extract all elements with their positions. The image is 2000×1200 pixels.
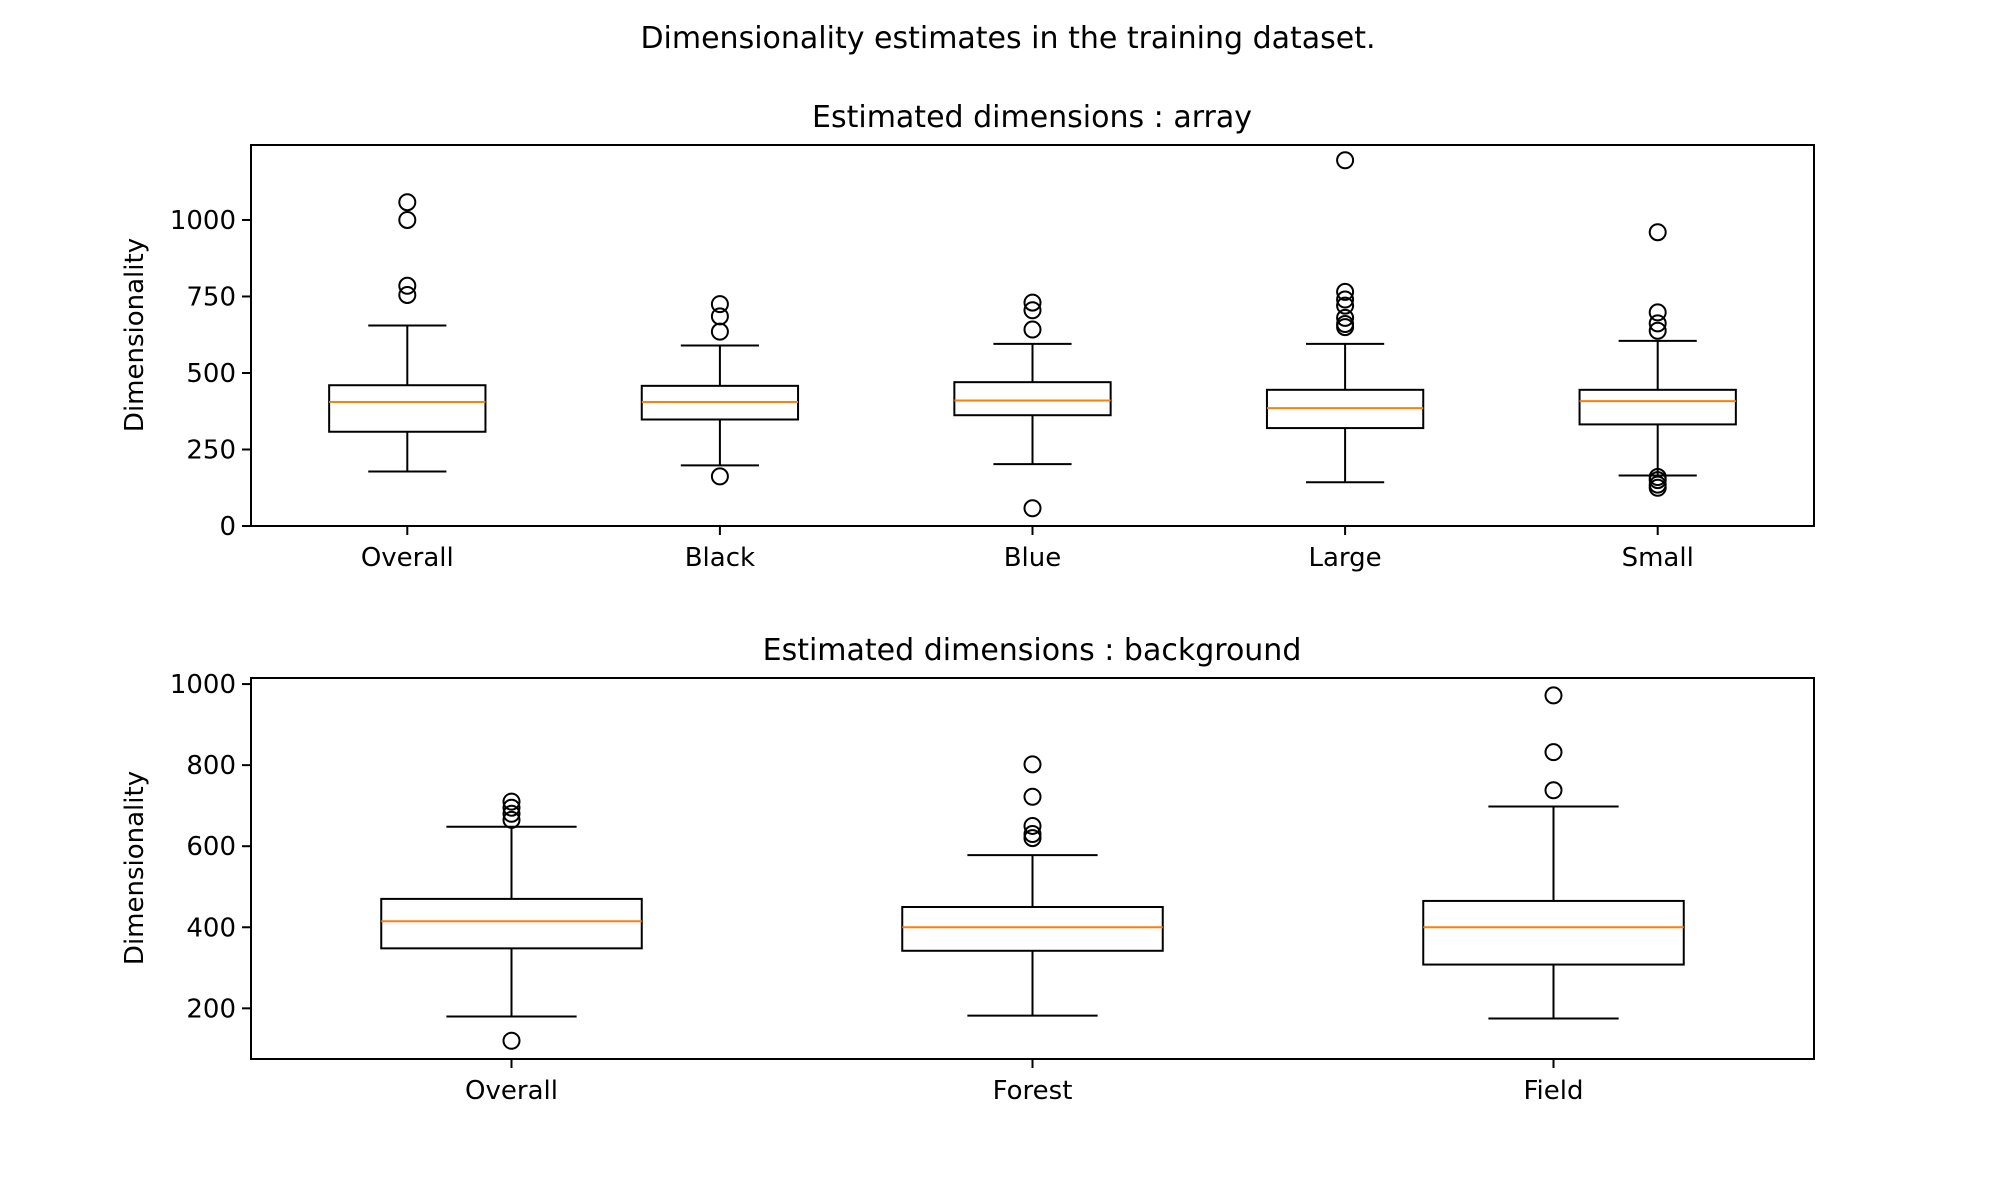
panel-background-x-ticks: Overall Forest Field	[465, 1059, 1584, 1106]
outlier-point	[1544, 743, 1563, 762]
panel-background-boxes	[380, 686, 1685, 1050]
panel-array-frame	[250, 144, 1815, 527]
outlier-point	[502, 1031, 521, 1050]
outlier-point	[1023, 320, 1042, 339]
outlier-point	[1544, 781, 1563, 800]
outlier-point	[1648, 475, 1667, 494]
iqr-box	[901, 906, 1164, 952]
box-blue	[953, 293, 1112, 518]
outlier-point	[1648, 321, 1667, 340]
panel-array: Estimated dimensions : array Dimensional…	[120, 100, 1815, 573]
outlier-point	[1336, 151, 1355, 170]
x-tick-label: Black	[685, 543, 755, 573]
outlier-point	[398, 210, 417, 229]
y-tick-label: 500	[186, 359, 236, 389]
y-tick-label: 800	[186, 751, 236, 781]
iqr-box	[953, 381, 1112, 417]
y-tick-label: 200	[186, 994, 236, 1024]
outlier-point	[1023, 293, 1042, 312]
x-tick-label: Overall	[465, 1076, 558, 1106]
outlier-point	[710, 295, 729, 314]
iqr-box	[1422, 899, 1685, 966]
box-large	[1265, 151, 1425, 484]
outlier-point	[1336, 296, 1355, 315]
outlier-point	[502, 798, 521, 817]
y-tick-label: 600	[186, 832, 236, 862]
panel-array-ylabel: Dimensionality	[120, 238, 150, 432]
outlier-point	[1336, 290, 1355, 309]
y-tick-label: 1000	[170, 206, 236, 236]
box-forest	[901, 755, 1164, 1017]
box-overall	[380, 792, 643, 1050]
outlier-point	[710, 322, 729, 341]
iqr-box	[1578, 388, 1737, 426]
outlier-point	[710, 307, 729, 326]
box-overall	[328, 193, 487, 473]
panel-background-y-ticks: 200 400 600 800 1000	[170, 670, 251, 1024]
box-field	[1422, 686, 1685, 1020]
outlier-point	[502, 804, 521, 823]
outlier-point	[398, 285, 417, 304]
x-tick-label: Small	[1622, 543, 1694, 573]
iqr-box	[380, 897, 643, 950]
outlier-point	[1336, 315, 1355, 334]
box-black	[640, 295, 800, 486]
x-tick-label: Large	[1309, 543, 1382, 573]
y-tick-label: 750	[186, 282, 236, 312]
panel-background-ylabel: Dimensionality	[120, 771, 150, 965]
x-tick-label: Field	[1523, 1076, 1583, 1106]
outlier-point	[398, 193, 417, 212]
panel-array-boxes	[328, 151, 1737, 518]
y-tick-label: 250	[186, 435, 236, 465]
outlier-point	[1336, 308, 1355, 327]
outlier-point	[1023, 816, 1042, 835]
panel-array-y-ticks: 0 250 500 750 1000	[170, 206, 251, 542]
panel-array-x-ticks: Overall Black Blue Large Small	[361, 526, 1694, 573]
outlier-point	[1023, 825, 1042, 844]
panel-background: Estimated dimensions : background Dimens…	[120, 633, 1815, 1106]
figure-suptitle: Dimensionality estimates in the training…	[640, 21, 1375, 56]
outlier-point	[1648, 303, 1667, 322]
outlier-point	[398, 276, 417, 295]
panel-array-title: Estimated dimensions : array	[812, 100, 1252, 135]
box-small	[1578, 223, 1737, 497]
outlier-point	[710, 467, 729, 486]
outlier-point	[1023, 787, 1042, 806]
outlier-point	[502, 792, 521, 811]
outlier-point	[1544, 686, 1563, 705]
x-tick-label: Blue	[1004, 543, 1062, 573]
y-tick-label: 1000	[170, 670, 236, 700]
x-tick-label: Forest	[993, 1076, 1073, 1106]
outlier-point	[502, 810, 521, 829]
outlier-point	[1336, 282, 1355, 301]
outlier-point	[1648, 314, 1667, 333]
y-tick-label: 400	[186, 913, 236, 943]
x-tick-label: Overall	[361, 543, 454, 573]
outlier-point	[1648, 468, 1667, 487]
outlier-point	[1023, 499, 1042, 518]
y-tick-label: 0	[219, 512, 236, 542]
outlier-point	[1648, 223, 1667, 242]
outlier-point	[1023, 755, 1042, 774]
panel-background-title: Estimated dimensions : background	[763, 633, 1302, 668]
iqr-box	[328, 384, 487, 433]
outlier-point	[1023, 301, 1042, 320]
